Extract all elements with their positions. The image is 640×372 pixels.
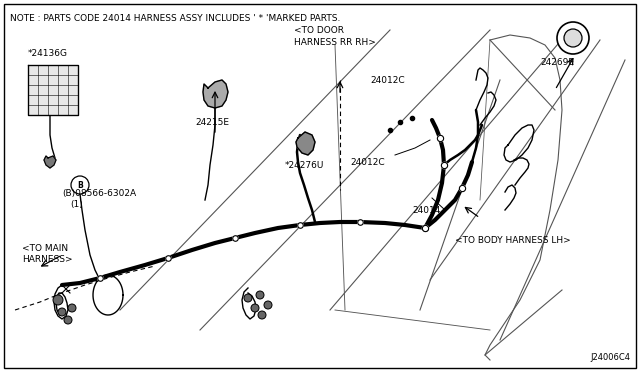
Circle shape	[53, 295, 63, 305]
Text: <TO DOOR: <TO DOOR	[294, 26, 344, 35]
Text: B: B	[77, 180, 83, 189]
Circle shape	[258, 311, 266, 319]
Text: *24136G: *24136G	[28, 49, 68, 58]
Text: 24012C: 24012C	[350, 157, 385, 167]
Polygon shape	[203, 80, 228, 108]
Text: <TO MAIN: <TO MAIN	[22, 244, 68, 253]
Circle shape	[71, 176, 89, 194]
Text: HARNESS>: HARNESS>	[22, 256, 72, 264]
Text: *24276U: *24276U	[285, 160, 324, 170]
Circle shape	[244, 294, 252, 302]
Circle shape	[564, 29, 582, 47]
Text: 24014: 24014	[412, 205, 440, 215]
Text: 24269E: 24269E	[540, 58, 574, 67]
Circle shape	[557, 22, 589, 54]
Text: HARNESS RR RH>: HARNESS RR RH>	[294, 38, 376, 46]
Circle shape	[58, 308, 66, 316]
Text: 24012C: 24012C	[370, 76, 404, 84]
Text: NOTE : PARTS CODE 24014 HARNESS ASSY INCLUDES ' * 'MARKED PARTS.: NOTE : PARTS CODE 24014 HARNESS ASSY INC…	[10, 14, 340, 23]
Text: (B)08566-6302A: (B)08566-6302A	[62, 189, 136, 198]
Circle shape	[264, 301, 272, 309]
Text: (1): (1)	[70, 199, 83, 208]
Circle shape	[68, 304, 76, 312]
Circle shape	[251, 304, 259, 312]
Text: J24006C4: J24006C4	[590, 353, 630, 362]
Polygon shape	[296, 132, 315, 155]
Text: <TO BODY HARNESS LH>: <TO BODY HARNESS LH>	[455, 235, 571, 244]
Polygon shape	[44, 156, 56, 168]
Text: 24215E: 24215E	[195, 118, 229, 127]
Circle shape	[64, 316, 72, 324]
Circle shape	[256, 291, 264, 299]
Bar	[28, 65, 78, 115]
